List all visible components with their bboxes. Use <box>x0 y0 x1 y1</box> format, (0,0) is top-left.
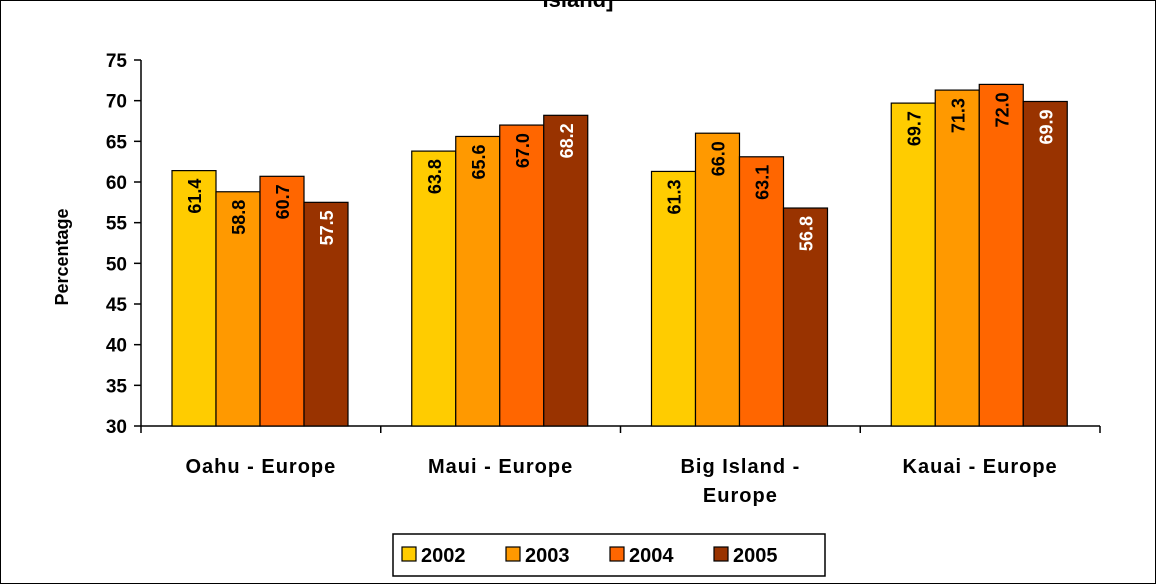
data-label: 61.3 <box>665 179 685 214</box>
legend-entry: 2003 <box>525 545 570 567</box>
data-label: 69.9 <box>1036 109 1056 144</box>
bar-2005 <box>303 201 349 427</box>
x-category-label: Europe <box>703 485 778 507</box>
bar-2005 <box>543 114 589 427</box>
y-tick-label: 55 <box>106 214 128 235</box>
data-label: 68.2 <box>557 123 577 158</box>
y-tick-label: 70 <box>106 92 127 113</box>
data-label: 66.0 <box>709 141 729 176</box>
data-labels: 61.4 58.8 60.7 57.5 63.8 65.6 67.0 68.2 61.3 66.0… <box>185 92 1056 251</box>
x-category-label: Oahu - Europe <box>185 456 336 478</box>
x-category-label: Big Island - <box>680 456 800 478</box>
y-tick-label: 65 <box>106 132 128 153</box>
data-label: 56.8 <box>797 216 817 251</box>
data-label: 61.4 <box>185 179 205 214</box>
bar-2002 <box>650 170 697 427</box>
legend-box <box>392 533 826 577</box>
bar-2005 <box>1022 100 1068 427</box>
data-label: 65.6 <box>469 144 489 179</box>
y-tick-label: 30 <box>106 417 127 438</box>
data-label: 69.7 <box>904 111 924 146</box>
y-tick-label: 50 <box>106 254 127 275</box>
legend-entry: 2002 <box>421 545 466 567</box>
bar-2004 <box>259 175 305 427</box>
bar-2003 <box>455 135 501 427</box>
legend-swatch <box>401 546 417 562</box>
data-label: 72.0 <box>992 92 1012 127</box>
legend: 2002 2003 2004 2005 <box>392 533 826 577</box>
y-tick-label: 75 <box>106 51 128 72</box>
bar-2004 <box>978 83 1024 427</box>
bar-2003 <box>215 191 261 427</box>
y-tick-label: 35 <box>106 376 128 397</box>
legend-swatch <box>713 546 729 562</box>
y-tick-label: 45 <box>106 295 128 316</box>
data-label: 67.0 <box>513 133 533 168</box>
bar-2002 <box>890 102 936 427</box>
bar-2005 <box>782 207 829 427</box>
legend-swatch <box>609 546 625 562</box>
y-tick-label: 40 <box>106 336 127 357</box>
data-label: 58.8 <box>229 200 249 235</box>
x-category-label: Kauai - Europe <box>903 456 1058 478</box>
legend-entry: 2004 <box>629 545 674 567</box>
legend-swatch <box>505 546 521 562</box>
y-axis-title: Percentage <box>52 208 72 305</box>
data-label: 60.7 <box>273 184 293 219</box>
legend-entry: 2005 <box>733 545 778 567</box>
data-label: 71.3 <box>948 98 968 133</box>
bar-2002 <box>171 170 217 427</box>
y-tick-label: 60 <box>106 173 127 194</box>
x-category-label: Maui - Europe <box>428 456 573 478</box>
bar-2003 <box>694 132 741 427</box>
bars <box>171 83 1068 427</box>
bar-2004 <box>499 124 545 427</box>
bar-2004 <box>738 156 785 427</box>
x-axis: Oahu - Europe Maui - Europe Big Island - Eu… <box>140 425 1101 507</box>
bar-2003 <box>934 89 980 427</box>
data-label: 63.1 <box>753 165 773 200</box>
data-label: 57.5 <box>317 210 337 245</box>
data-label: 63.8 <box>425 159 445 194</box>
chart-title: Island] <box>0 0 1156 12</box>
y-axis: 30 35 40 45 50 55 60 65 70 75 <box>106 51 142 438</box>
bar-2002 <box>411 150 457 427</box>
